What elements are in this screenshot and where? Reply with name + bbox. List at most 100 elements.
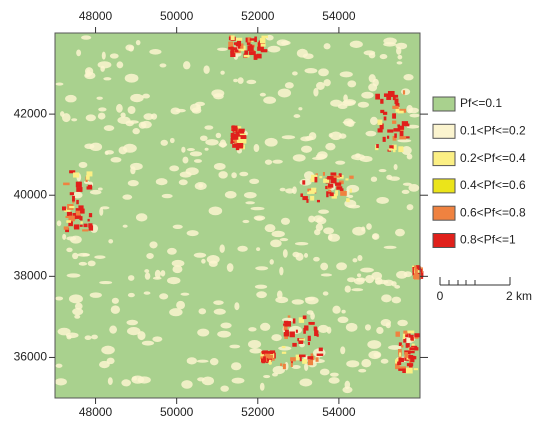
low-patch — [279, 238, 289, 242]
low-patch — [329, 372, 339, 377]
low-patch — [71, 118, 78, 122]
high-patch — [287, 315, 291, 318]
high-patch — [386, 135, 390, 139]
low-patch — [231, 172, 237, 179]
low-patch — [406, 124, 420, 129]
high-patch — [404, 123, 410, 127]
high-patch — [73, 172, 80, 178]
low-patch — [323, 227, 334, 235]
high-patch — [392, 135, 397, 141]
low-patch — [231, 377, 245, 384]
low-patch — [72, 308, 84, 316]
high-patch — [409, 358, 412, 364]
map-frame — [54, 32, 421, 399]
high-patch — [235, 144, 240, 151]
high-patch — [403, 330, 408, 335]
low-patch — [279, 187, 286, 192]
high-patch — [408, 333, 411, 338]
low-patch — [193, 252, 207, 258]
low-patch — [181, 380, 193, 389]
legend-label: 0.2<Pf<=0.4 — [460, 151, 526, 165]
low-patch — [328, 377, 340, 384]
low-patch — [383, 42, 397, 47]
low-patch — [56, 220, 62, 227]
legend-label: Pf<=0.1 — [460, 96, 502, 110]
high-patch — [375, 93, 380, 100]
low-patch — [408, 184, 420, 192]
low-patch — [230, 362, 242, 371]
low-patch — [130, 93, 144, 103]
low-patch — [199, 135, 208, 142]
legend-swatch — [432, 205, 456, 221]
low-patch — [226, 263, 234, 272]
high-patch — [264, 353, 271, 358]
low-patch — [120, 112, 126, 118]
low-patch — [76, 49, 82, 57]
low-patch — [372, 233, 378, 240]
low-patch — [394, 284, 401, 289]
low-patch — [54, 378, 67, 386]
low-patch — [159, 63, 167, 68]
high-patch — [66, 220, 71, 223]
low-patch — [103, 125, 115, 132]
low-patch — [169, 137, 175, 144]
high-patch — [399, 130, 404, 137]
low-patch — [370, 116, 378, 126]
high-patch — [285, 329, 289, 335]
low-patch — [194, 182, 207, 190]
high-patch — [308, 321, 315, 325]
low-patch — [304, 68, 318, 74]
low-patch — [206, 255, 220, 264]
low-patch — [169, 308, 183, 317]
low-patch — [391, 296, 402, 304]
high-patch — [395, 106, 400, 113]
low-patch — [325, 142, 336, 151]
low-patch — [276, 290, 283, 299]
scale-bar: 0 2 km — [437, 277, 532, 303]
low-patch — [402, 182, 412, 186]
low-patch — [141, 340, 155, 346]
low-patch — [72, 191, 83, 199]
low-patch — [323, 79, 331, 87]
low-patch — [322, 291, 329, 296]
high-patch — [311, 187, 317, 193]
low-patch — [84, 335, 92, 341]
low-patch — [337, 316, 349, 324]
low-patch — [186, 357, 197, 365]
low-patch — [209, 357, 219, 366]
high-patch — [404, 352, 408, 358]
high-patch — [88, 213, 93, 218]
low-patch — [144, 269, 150, 273]
low-patch — [143, 291, 151, 295]
high-patch — [289, 331, 295, 338]
low-patch — [253, 215, 266, 221]
low-patch — [84, 67, 94, 76]
high-patch — [292, 342, 297, 347]
low-patch — [314, 229, 321, 236]
low-patch — [142, 93, 150, 99]
low-patch — [319, 368, 330, 376]
low-patch — [256, 247, 261, 252]
low-patch — [359, 155, 373, 163]
low-patch — [213, 308, 226, 315]
high-patch — [392, 105, 399, 109]
low-patch — [117, 116, 131, 124]
low-patch — [308, 215, 316, 223]
low-patch — [65, 332, 79, 339]
low-patch — [159, 293, 169, 300]
high-patch — [284, 321, 292, 327]
low-patch — [201, 376, 215, 386]
low-patch — [380, 358, 389, 364]
low-patch — [213, 300, 224, 305]
high-patch — [302, 180, 306, 185]
low-patch — [304, 362, 309, 371]
high-patch — [380, 98, 384, 104]
high-patch — [398, 368, 403, 371]
low-patch — [66, 247, 73, 253]
high-patch — [313, 326, 317, 331]
low-patch — [278, 346, 292, 351]
low-patch — [301, 145, 313, 153]
low-patch — [74, 314, 81, 319]
legend-label: 0.6<Pf<=0.8 — [460, 205, 526, 219]
y-tick-label: 38000 — [14, 269, 48, 283]
